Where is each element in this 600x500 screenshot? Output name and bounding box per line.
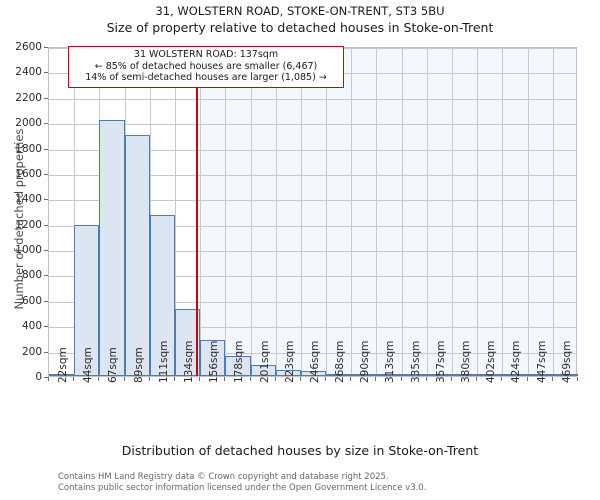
x-axis-tick-mark bbox=[400, 377, 402, 381]
annotation-line-2: ← 85% of detached houses are smaller (6,… bbox=[94, 60, 318, 72]
x-axis-tick-label: 67sqm bbox=[107, 347, 120, 383]
x-axis-tick-mark bbox=[274, 377, 276, 381]
histogram-bar bbox=[502, 374, 528, 376]
x-axis-tick-mark bbox=[350, 377, 352, 381]
histogram-bar bbox=[99, 119, 125, 376]
histogram-bar bbox=[200, 339, 226, 376]
x-axis-tick-label: 469sqm bbox=[560, 340, 573, 383]
x-axis-tick-mark bbox=[451, 377, 453, 381]
property-marker-line bbox=[196, 48, 198, 376]
histogram-bar bbox=[49, 374, 75, 376]
x-axis-tick-mark bbox=[224, 377, 226, 381]
histogram-bar bbox=[225, 355, 251, 376]
x-axis-tick-mark bbox=[526, 377, 528, 381]
footer-line-2: Contains public sector information licen… bbox=[58, 482, 427, 493]
x-axis-tick-mark bbox=[249, 377, 251, 381]
property-annotation-box: 31 WOLSTERN ROAD: 137sqm ← 85% of detach… bbox=[68, 46, 344, 88]
y-axis-tick-label: 2600 bbox=[15, 41, 42, 53]
page-title: 31, WOLSTERN ROAD, STOKE-ON-TRENT, ST3 5… bbox=[155, 4, 445, 18]
x-axis-tick-label: 246sqm bbox=[308, 340, 321, 383]
histogram-bar bbox=[376, 374, 402, 376]
x-axis-tick-label: 178sqm bbox=[233, 340, 246, 383]
histogram-bar bbox=[124, 134, 150, 376]
y-axis-tick-label: 0 bbox=[35, 371, 42, 383]
x-axis-tick-label: 313sqm bbox=[384, 340, 397, 383]
x-axis-tick-mark bbox=[476, 377, 478, 381]
histogram-bar bbox=[275, 369, 301, 376]
footer-line-1: Contains HM Land Registry data © Crown c… bbox=[58, 472, 389, 482]
larger-region-shading bbox=[196, 48, 576, 376]
x-axis-tick-label: 402sqm bbox=[485, 340, 498, 383]
x-axis-tick-mark bbox=[48, 377, 49, 381]
histogram-bar bbox=[552, 374, 578, 376]
x-axis-tick-label: 424sqm bbox=[510, 340, 523, 383]
x-axis-tick-mark bbox=[577, 377, 578, 381]
histogram-bar bbox=[351, 373, 377, 376]
x-axis-tick-mark bbox=[551, 377, 553, 381]
x-axis-tick-label: 357sqm bbox=[434, 340, 447, 383]
annotation-line-1: 31 WOLSTERN ROAD: 137sqm bbox=[133, 49, 279, 60]
x-axis-tick-label: 201sqm bbox=[258, 340, 271, 383]
x-axis-tick-mark bbox=[325, 377, 327, 381]
x-axis-tick-mark bbox=[73, 377, 75, 381]
histogram-bar bbox=[401, 374, 427, 376]
x-axis-tick-label: 89sqm bbox=[132, 347, 145, 383]
x-axis-tick-label: 447sqm bbox=[535, 340, 548, 383]
histogram-bar bbox=[74, 224, 100, 376]
chart-titles: 31, WOLSTERN ROAD, STOKE-ON-TRENT, ST3 5… bbox=[0, 4, 600, 36]
x-axis-tick-mark bbox=[299, 377, 301, 381]
page-subtitle: Size of property relative to detached ho… bbox=[106, 20, 494, 35]
x-axis-tick-label: 380sqm bbox=[460, 340, 473, 383]
plot-area bbox=[48, 47, 578, 377]
x-axis-tick-mark bbox=[199, 377, 201, 381]
x-axis-tick-label: 111sqm bbox=[157, 340, 170, 383]
histogram-bar bbox=[174, 308, 201, 376]
x-axis-tick-mark bbox=[501, 377, 503, 381]
x-axis-tick-label: 156sqm bbox=[208, 340, 221, 383]
attribution-footer: Contains HM Land Registry data © Crown c… bbox=[58, 472, 426, 493]
x-axis-tick-mark bbox=[148, 377, 150, 381]
histogram-bars bbox=[49, 48, 578, 376]
x-axis-label: Distribution of detached houses by size … bbox=[121, 443, 479, 458]
histogram-bar bbox=[452, 374, 478, 376]
x-axis-tick-label: 44sqm bbox=[82, 347, 95, 383]
y-axis-label: Number of detached properties bbox=[12, 128, 26, 310]
histogram-bar bbox=[326, 374, 352, 376]
histogram-bar bbox=[527, 374, 553, 376]
x-axis-tick-mark bbox=[98, 377, 100, 381]
x-axis-tick-label: 268sqm bbox=[334, 340, 347, 383]
histogram-bar bbox=[477, 374, 503, 376]
x-axis-tick-label: 134sqm bbox=[182, 340, 195, 383]
x-axis-tick-label: 22sqm bbox=[57, 347, 69, 383]
x-axis-tick-mark bbox=[375, 377, 377, 381]
x-axis-tick-label: 335sqm bbox=[409, 340, 422, 383]
histogram-bar bbox=[300, 370, 327, 376]
histogram-bar bbox=[250, 365, 276, 376]
x-axis-tick-label: 290sqm bbox=[359, 340, 372, 383]
annotation-line-3: 14% of semi-detached houses are larger (… bbox=[85, 72, 327, 83]
x-axis-tick-label: 223sqm bbox=[283, 340, 296, 383]
histogram-bar bbox=[149, 215, 175, 376]
x-axis-tick-mark bbox=[173, 377, 175, 381]
x-axis-tick-mark bbox=[425, 377, 427, 381]
histogram-bar bbox=[426, 374, 453, 376]
x-axis-tick-mark bbox=[123, 377, 125, 381]
